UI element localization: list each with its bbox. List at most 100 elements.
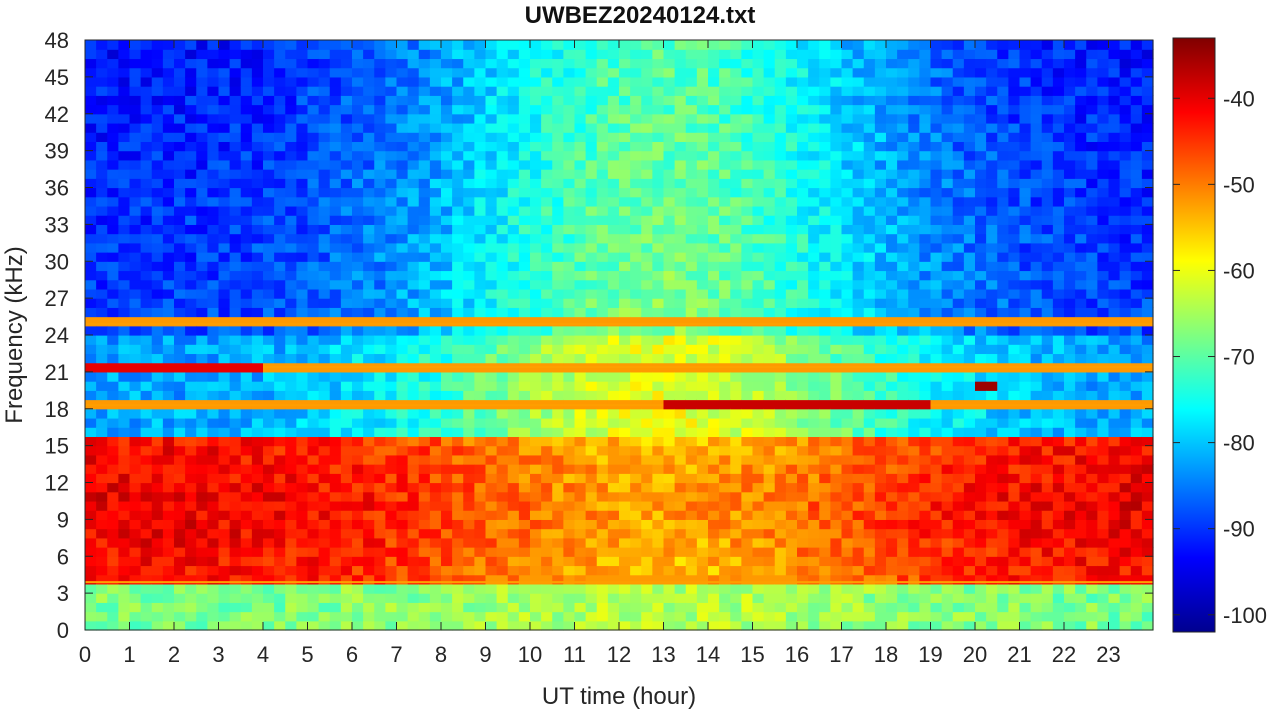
heatmap-cell <box>730 325 742 336</box>
heatmap-cell <box>897 583 909 594</box>
heatmap-cell <box>452 178 464 189</box>
heatmap-cell <box>185 215 197 225</box>
heatmap-cell <box>240 316 253 327</box>
heatmap-cell <box>485 556 498 567</box>
heatmap-cell <box>140 242 153 253</box>
heatmap-cell <box>151 307 164 318</box>
heatmap-cell <box>641 371 653 382</box>
heatmap-cell <box>774 556 787 567</box>
heatmap-cell <box>107 417 119 428</box>
heatmap-cell <box>174 602 186 613</box>
heatmap-cell <box>96 574 108 585</box>
heatmap-cell <box>329 335 342 345</box>
heatmap-cell <box>207 445 220 456</box>
heatmap-cell <box>196 288 208 299</box>
heatmap-cell <box>162 224 175 235</box>
heatmap-cell <box>196 270 208 281</box>
heatmap-cell <box>374 454 386 465</box>
heatmap-cell <box>518 49 531 60</box>
heatmap-cell <box>908 159 920 170</box>
heatmap-cell <box>763 132 776 143</box>
heatmap-cell <box>819 187 831 198</box>
heatmap-cell <box>630 122 642 133</box>
heatmap-cell <box>552 353 564 364</box>
heatmap-cell <box>808 196 820 207</box>
heatmap-cell <box>296 86 309 96</box>
heatmap-cell <box>352 482 364 493</box>
heatmap-cell <box>485 510 498 520</box>
heatmap-cell <box>474 279 487 290</box>
heatmap-cell <box>363 565 375 576</box>
heatmap-cell <box>162 205 175 216</box>
heatmap-cell <box>630 381 642 391</box>
heatmap-cell <box>785 454 798 465</box>
heatmap-cell <box>118 252 131 262</box>
heatmap-cell <box>708 445 720 456</box>
heatmap-cell <box>140 473 153 484</box>
heatmap-cell <box>763 408 776 419</box>
heatmap-cell <box>441 454 453 465</box>
heatmap-cell <box>85 390 97 401</box>
heatmap-cell <box>741 205 754 216</box>
heatmap-cell <box>474 602 487 613</box>
heatmap-cell <box>886 445 898 456</box>
heatmap-cell <box>218 233 231 244</box>
heatmap-cell <box>218 381 231 391</box>
heatmap-cell <box>652 482 665 493</box>
heatmap-cell <box>429 316 442 327</box>
heatmap-cell <box>919 95 932 106</box>
heatmap-cell <box>485 178 498 189</box>
heatmap-cell <box>585 49 598 60</box>
heatmap-cell <box>797 307 809 318</box>
heatmap-cell <box>340 159 353 170</box>
heatmap-cell <box>874 454 887 465</box>
heatmap-cell <box>174 196 186 207</box>
heatmap-cell <box>930 500 943 511</box>
heatmap-cell <box>596 602 609 613</box>
heatmap-cell <box>240 104 253 115</box>
heatmap-cell <box>396 602 409 613</box>
heatmap-cell <box>363 67 375 78</box>
heatmap-cell <box>685 491 698 502</box>
heatmap-cell <box>641 261 653 272</box>
heatmap-cell <box>763 76 776 87</box>
heatmap-cell <box>607 528 620 539</box>
heatmap-cell <box>908 196 920 207</box>
heatmap-cell <box>240 436 253 447</box>
heatmap-cell <box>774 307 787 318</box>
heatmap-cell <box>641 159 653 170</box>
heatmap-cell <box>318 113 331 124</box>
heatmap-cell <box>919 307 932 318</box>
heatmap-cell <box>685 620 698 631</box>
heatmap-cell <box>507 307 520 318</box>
heatmap-cell <box>774 602 787 613</box>
heatmap-cell <box>808 76 820 87</box>
heatmap-cell <box>485 583 498 594</box>
heatmap-cell <box>240 76 253 87</box>
heatmap-cell <box>596 150 609 161</box>
heatmap-cell <box>641 325 653 336</box>
heatmap-cell <box>485 574 498 585</box>
heatmap-cell <box>96 510 108 520</box>
heatmap-cell <box>874 510 887 520</box>
heatmap-cell <box>352 454 364 465</box>
heatmap-cell <box>696 104 709 115</box>
heatmap-cell <box>162 58 175 69</box>
heatmap-cell <box>830 519 843 530</box>
heatmap-cell <box>396 132 409 143</box>
heatmap-cell <box>752 390 765 401</box>
heatmap-cell <box>596 436 609 447</box>
heatmap-cell <box>863 583 876 594</box>
heatmap-cell <box>763 215 776 225</box>
heatmap-cell <box>808 464 820 474</box>
heatmap-cell <box>407 574 420 585</box>
heatmap-cell <box>441 76 453 87</box>
heatmap-cell <box>85 150 97 161</box>
heatmap-cell <box>218 427 231 438</box>
heatmap-cell <box>941 49 954 60</box>
heatmap-cell <box>296 307 309 318</box>
heatmap-cell <box>563 611 576 622</box>
heatmap-cell <box>140 335 153 345</box>
heatmap-cell <box>218 150 231 161</box>
heatmap-cell <box>396 519 409 530</box>
